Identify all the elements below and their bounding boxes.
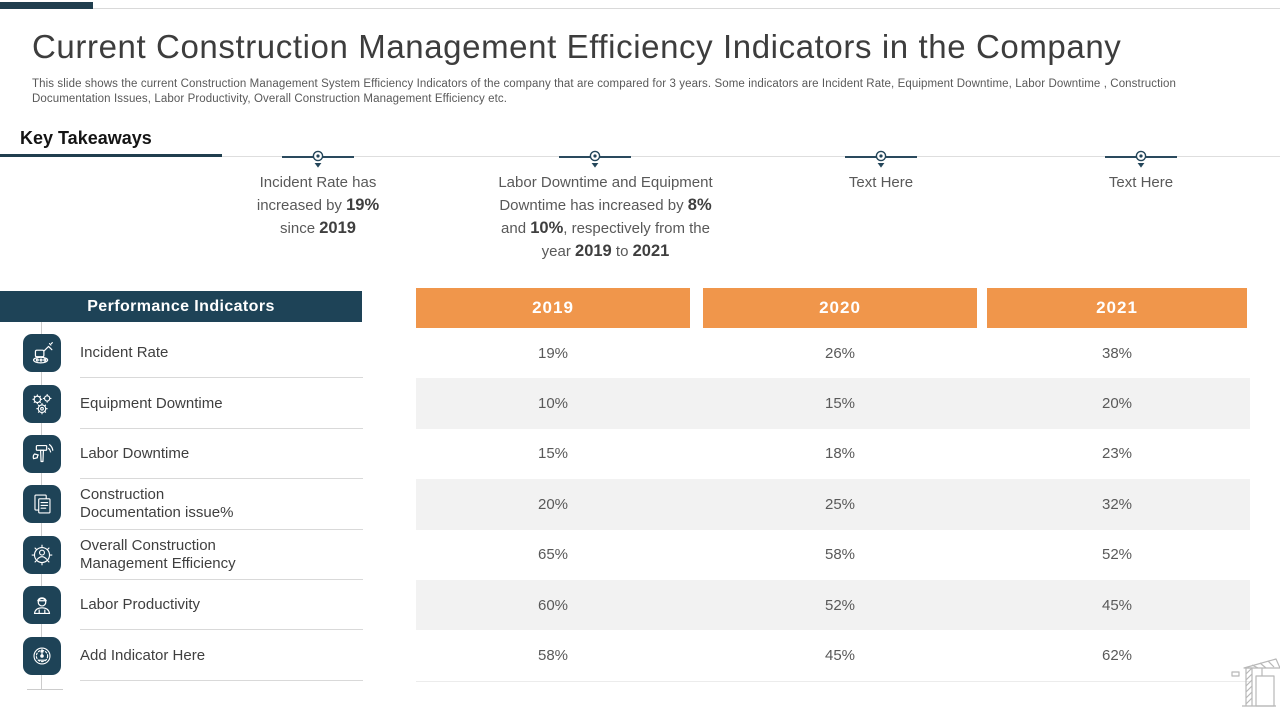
callout-placeholder-1: Text Here bbox=[848, 174, 914, 191]
incident-rate-icon bbox=[23, 334, 61, 373]
values-table: 19% 26% 38% 10% 15% 20% 15% 18% 23% 20% … bbox=[416, 328, 1250, 681]
row-divider bbox=[80, 528, 363, 530]
performance-indicators-header: Performance Indicators bbox=[0, 291, 362, 322]
table-row: 10% 15% 20% bbox=[416, 378, 1250, 429]
overall-efficiency-icon bbox=[23, 535, 61, 574]
value-cell: 20% bbox=[537, 495, 569, 513]
value-cell: 38% bbox=[1101, 344, 1133, 362]
value-cell: 52% bbox=[824, 596, 856, 614]
year-header-2021: 2021 bbox=[987, 288, 1247, 328]
page-subtitle: This slide shows the current Constructio… bbox=[32, 78, 1177, 105]
row-divider bbox=[80, 679, 363, 681]
takeaways-baseline bbox=[0, 156, 1280, 157]
icon-connector-end-tick bbox=[27, 689, 63, 690]
value-cell: 23% bbox=[1101, 445, 1133, 463]
indicator-label: Add Indicator Here bbox=[80, 646, 206, 664]
row-divider bbox=[80, 578, 363, 580]
equipment-downtime-icon bbox=[23, 384, 61, 423]
pin-marker-icon bbox=[312, 150, 324, 168]
list-item: Equipment Downtime bbox=[0, 378, 363, 429]
indicator-label: Equipment Downtime bbox=[80, 394, 223, 412]
construction-documentation-icon bbox=[23, 485, 61, 524]
value-cell: 65% bbox=[537, 546, 569, 564]
callout-placeholder-2: Text Here bbox=[1108, 174, 1174, 191]
value-cell: 26% bbox=[824, 344, 856, 362]
value-cell: 25% bbox=[824, 495, 856, 513]
construction-crane-icon bbox=[1231, 658, 1280, 707]
value-cell: 52% bbox=[1101, 546, 1133, 564]
list-item: Construction Documentation issue% bbox=[0, 479, 363, 530]
pin-marker-icon bbox=[589, 150, 601, 168]
labor-productivity-icon bbox=[23, 586, 61, 625]
key-takeaways-heading: Key Takeaways bbox=[20, 128, 152, 148]
page-title: Current Construction Management Efficien… bbox=[32, 28, 1122, 65]
value-cell: 45% bbox=[1101, 596, 1133, 614]
add-indicator-icon bbox=[23, 636, 61, 675]
table-row: 58% 45% 62% bbox=[416, 630, 1250, 680]
callout-downtime: Labor Downtime and Equipment Downtime ha… bbox=[498, 174, 713, 260]
list-item: Incident Rate bbox=[0, 328, 363, 379]
value-cell: 58% bbox=[537, 647, 569, 665]
top-accent-bar bbox=[0, 2, 93, 9]
value-cell: 18% bbox=[824, 445, 856, 463]
indicator-list: Incident Rate Equipment Downtime Labor D… bbox=[0, 328, 363, 681]
table-bottom-line bbox=[416, 681, 1250, 682]
row-divider bbox=[80, 478, 363, 480]
value-cell: 62% bbox=[1101, 647, 1133, 665]
row-divider bbox=[80, 427, 363, 429]
list-item: Overall Construction Management Efficien… bbox=[0, 530, 363, 580]
value-cell: 45% bbox=[824, 647, 856, 665]
value-cell: 10% bbox=[537, 395, 569, 413]
table-row: 19% 26% 38% bbox=[416, 328, 1250, 378]
list-item: Labor Productivity bbox=[0, 580, 363, 631]
indicator-label: Labor Downtime bbox=[80, 444, 190, 462]
table-row: 15% 18% 23% bbox=[416, 429, 1250, 479]
indicator-label: Overall Construction Management Efficien… bbox=[80, 536, 236, 572]
table-row: 60% 52% 45% bbox=[416, 579, 1250, 631]
indicator-label: Incident Rate bbox=[80, 344, 169, 362]
top-divider-line bbox=[0, 8, 1280, 9]
callout-incident-rate: Incident Rate has increased by 19% since… bbox=[256, 174, 380, 237]
indicator-label: Construction Documentation issue% bbox=[80, 486, 234, 522]
year-header-2020: 2020 bbox=[703, 288, 977, 328]
value-cell: 15% bbox=[537, 445, 569, 463]
takeaways-heading-underline bbox=[0, 154, 222, 157]
list-item: Add Indicator Here bbox=[0, 630, 363, 681]
value-cell: 32% bbox=[1101, 495, 1133, 513]
value-cell: 15% bbox=[824, 395, 856, 413]
table-row: 65% 58% 52% bbox=[416, 530, 1250, 580]
indicator-label: Labor Productivity bbox=[80, 596, 201, 614]
value-cell: 19% bbox=[537, 344, 569, 362]
table-row: 20% 25% 32% bbox=[416, 479, 1250, 530]
labor-downtime-icon bbox=[23, 434, 61, 473]
value-cell: 58% bbox=[824, 546, 856, 564]
pin-marker-icon bbox=[875, 150, 887, 168]
value-cell: 20% bbox=[1101, 395, 1133, 413]
list-item: Labor Downtime bbox=[0, 429, 363, 480]
year-header-2019: 2019 bbox=[416, 288, 690, 328]
row-divider bbox=[80, 629, 363, 631]
value-cell: 60% bbox=[537, 596, 569, 614]
row-divider bbox=[80, 377, 363, 379]
pin-marker-icon bbox=[1135, 150, 1147, 168]
